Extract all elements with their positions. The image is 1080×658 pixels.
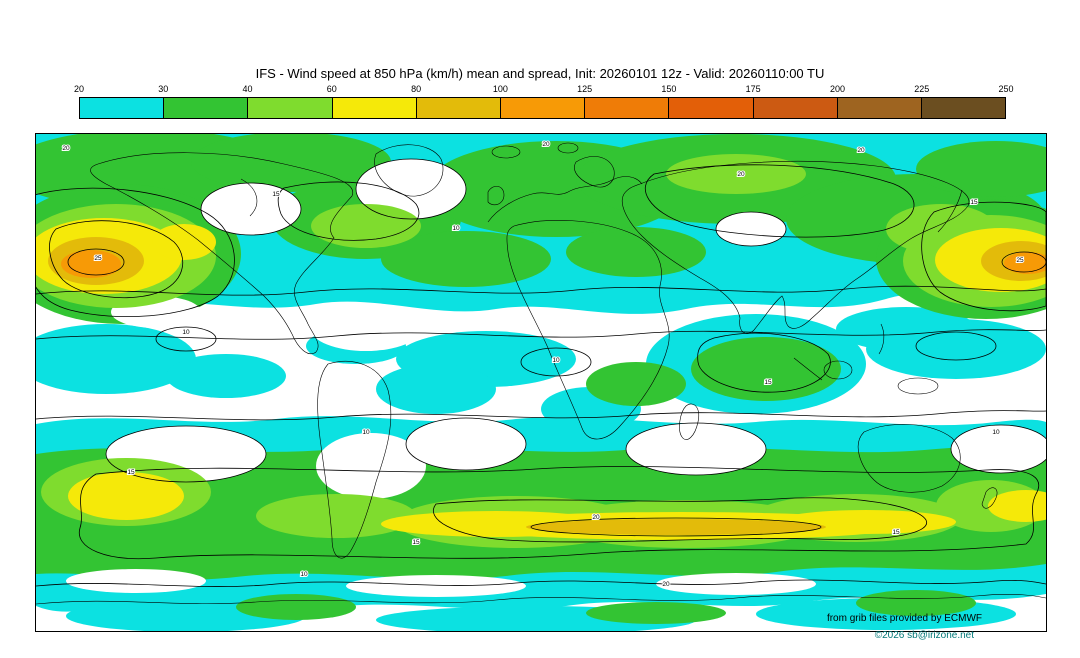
contour-label: 20 — [542, 141, 550, 148]
wind-fill-orange — [61, 250, 1046, 278]
contour-label: 20 — [737, 171, 745, 178]
colorbar-tick: 30 — [158, 84, 169, 94]
world-map: 20 20 20 15 10 20 15 25 25 10 10 15 10 15 10 15 20 15 10 20 — [36, 134, 1046, 631]
contour-label: 25 — [94, 255, 102, 262]
page-title: IFS - Wind speed at 850 hPa (km/h) mean … — [255, 66, 825, 81]
contour-label: 20 — [662, 581, 670, 588]
contour-label: 10 — [362, 429, 370, 436]
attribution-ecmwf: from grib files provided by ECMWF — [826, 613, 982, 624]
map-frame: 20 20 20 15 10 20 15 25 25 10 10 15 10 15 10 15 20 15 10 20 — [35, 133, 1047, 632]
coastlines — [36, 142, 1046, 605]
contour-label: 15 — [892, 529, 900, 536]
colorbar-tick: 40 — [242, 84, 253, 94]
contour-label: 15 — [970, 199, 978, 206]
colorbar: 20 30 40 60 80 100 125 150 175 200 225 250 — [74, 84, 1014, 119]
colorbar-tick: 250 — [998, 84, 1014, 94]
contour-label: 15 — [127, 469, 135, 476]
contour-label: 10 — [552, 357, 560, 364]
attribution-copyright[interactable]: ©2026 sb@irizone.net — [874, 630, 974, 641]
colorbar-tick: 175 — [745, 84, 761, 94]
colorbar-tick: 225 — [914, 84, 930, 94]
contour-label: 15 — [764, 379, 772, 386]
colorbar-segment — [248, 98, 333, 118]
contour-label: 20 — [62, 145, 70, 152]
colorbar-segment — [500, 98, 586, 118]
colorbar-segment — [416, 98, 501, 118]
colorbar-segment — [837, 98, 922, 118]
contour-labels: 20 20 20 15 10 20 15 25 25 10 10 15 10 15 10 15 20 15 10 20 — [61, 140, 1025, 589]
contour-label: 15 — [412, 539, 420, 546]
colorbar-segment — [585, 98, 670, 118]
contour-label: 20 — [857, 147, 865, 154]
contour-label: 20 — [592, 514, 600, 521]
colorbar-bar — [79, 97, 1006, 119]
contour-label: 10 — [300, 571, 308, 578]
colorbar-segment — [921, 98, 1006, 118]
contour-label: 15 — [272, 191, 280, 198]
colorbar-tick: 125 — [577, 84, 593, 94]
colorbar-tick: 200 — [829, 84, 845, 94]
contour-label: 10 — [182, 329, 190, 336]
colorbar-tick: 100 — [492, 84, 508, 94]
colorbar-segment — [80, 98, 165, 118]
contour-label: 10 — [452, 225, 460, 232]
colorbar-segment — [669, 98, 754, 118]
contour-label: 10 — [992, 429, 1000, 436]
colorbar-segment — [164, 98, 249, 118]
colorbar-segment — [753, 98, 838, 118]
colorbar-tick: 80 — [411, 84, 422, 94]
contour-label: 25 — [1016, 257, 1024, 264]
colorbar-tick: 150 — [661, 84, 677, 94]
colorbar-ticks: 20 30 40 60 80 100 125 150 175 200 225 250 — [74, 84, 1014, 97]
colorbar-tick: 60 — [326, 84, 337, 94]
colorbar-segment — [332, 98, 417, 118]
colorbar-tick: 20 — [73, 84, 85, 94]
spread-contours — [36, 158, 1046, 587]
